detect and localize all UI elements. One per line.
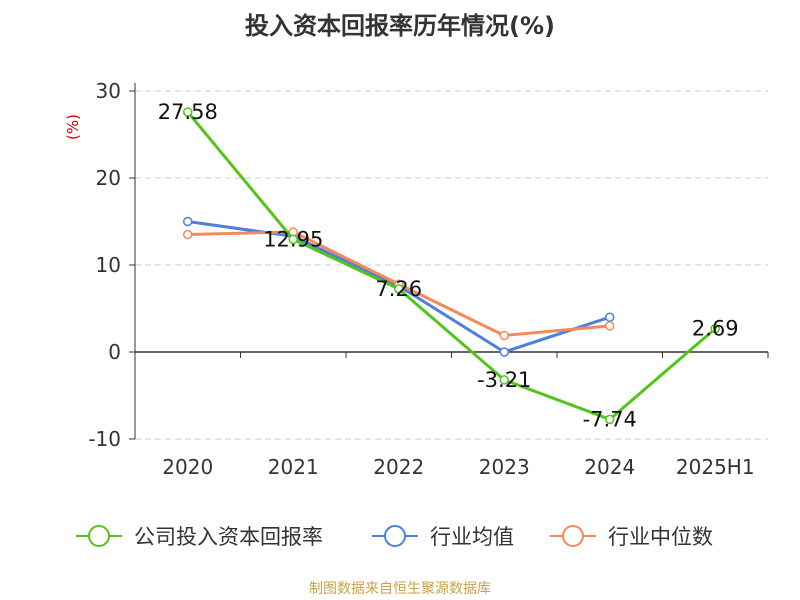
data-label: 7.26: [375, 277, 422, 301]
data-point: [605, 321, 615, 331]
source-footer: 制图数据来自恒生聚源数据库: [309, 581, 491, 597]
data-label: 12.95: [263, 227, 323, 251]
y-axis-label: (%): [64, 114, 82, 140]
data-label: -3.21: [477, 368, 531, 392]
data-point: [183, 107, 193, 117]
data-label: 27.58: [158, 100, 218, 124]
data-point: [183, 229, 193, 240]
data-point: [394, 284, 404, 294]
data-point: [288, 234, 298, 245]
legend-swatch-marker: [562, 525, 584, 547]
x-tick-label: 2020: [162, 455, 213, 479]
y-tick-label: 30: [96, 79, 121, 103]
legend-label: 行业中位数: [608, 525, 713, 549]
x-tick-label: 2025H1: [676, 455, 755, 479]
legend-label: 公司投入资本回报率: [134, 525, 323, 549]
data-label: 2.69: [692, 317, 739, 341]
legend-swatch-marker: [88, 525, 110, 547]
data-point: [499, 375, 509, 385]
x-tick-label: 2021: [268, 455, 319, 479]
data-label: -7.74: [583, 407, 637, 431]
y-tick-label: 10: [96, 253, 121, 277]
chart-title: 投入资本回报率历年情况(%): [245, 12, 555, 40]
x-tick-label: 2022: [373, 455, 424, 479]
x-tick-label: 2023: [479, 455, 530, 479]
y-tick-label: -10: [88, 427, 121, 451]
y-tick-label: 0: [108, 340, 121, 364]
legend-label: 行业均值: [430, 525, 514, 549]
series-line: [186, 111, 717, 421]
data-point: [183, 216, 193, 227]
x-tick-label: 2024: [584, 455, 635, 479]
data-point: [605, 414, 615, 425]
data-point: [605, 312, 615, 322]
legend-swatch-marker: [384, 525, 406, 547]
data-point: [499, 330, 509, 341]
data-point: [499, 347, 509, 357]
data-point: [710, 323, 720, 334]
y-tick-label: 20: [96, 166, 121, 190]
